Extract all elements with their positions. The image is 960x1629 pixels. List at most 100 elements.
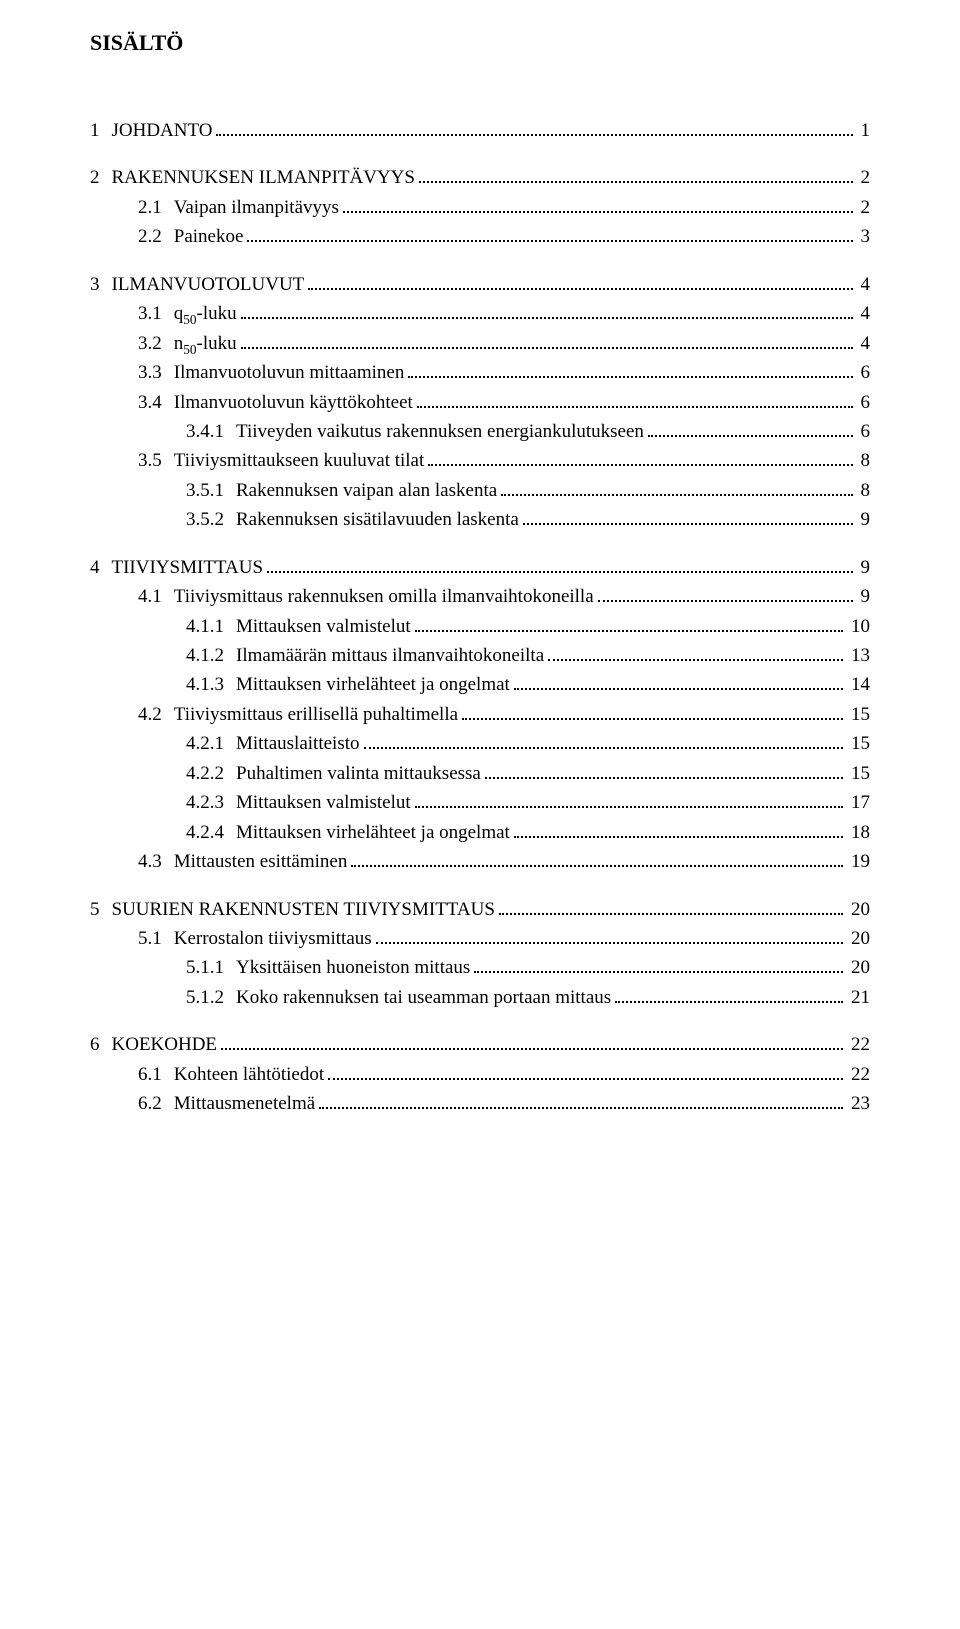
toc-entry: 5.1.1Yksittäisen huoneiston mittaus20 (186, 953, 870, 982)
toc-entry: 3ILMANVUOTOLUVUT4 (90, 270, 870, 299)
toc-entry-page: 15 (847, 700, 870, 729)
toc-leader (221, 1034, 843, 1050)
toc-entry-page: 21 (847, 983, 870, 1012)
toc-entry-number: 4.1.2 (186, 641, 236, 670)
toc-entry-number: 5.1.2 (186, 983, 236, 1012)
toc-entry-label: Ilmanvuotoluvun mittaaminen (174, 358, 405, 387)
toc-entry-number: 4.2.1 (186, 729, 236, 758)
toc-leader (415, 792, 843, 808)
toc-entry-page: 6 (857, 358, 871, 387)
toc-leader (267, 556, 852, 572)
toc-entry-label: Mittausten esittäminen (174, 847, 348, 876)
toc-entry-label: q50-luku (174, 299, 237, 328)
toc-entry-number: 4.2 (138, 700, 174, 729)
toc-entry: 4.1.3Mittauksen virhelähteet ja ongelmat… (186, 670, 870, 699)
toc-entry-label: Tiiveyden vaikutus rakennuksen energiank… (236, 417, 644, 446)
document-page: SISÄLTÖ 1JOHDANTO12RAKENNUKSEN ILMANPITÄ… (0, 0, 960, 1629)
toc-entry-number: 3.5.1 (186, 476, 236, 505)
toc-entry-page: 23 (847, 1089, 870, 1118)
toc-entry-label: Rakennuksen vaipan alan laskenta (236, 476, 497, 505)
toc-entry-number: 5 (90, 895, 112, 924)
toc-leader (417, 391, 853, 407)
toc-entry: 4.2.1Mittauslaitteisto 15 (186, 729, 870, 758)
toc-entry-number: 3.3 (138, 358, 174, 387)
toc-entry-number: 4.1.3 (186, 670, 236, 699)
toc-entry-page: 2 (857, 193, 871, 222)
toc-entry-number: 3.4.1 (186, 417, 236, 446)
toc-entry-page: 8 (857, 446, 871, 475)
toc-entry-page: 19 (847, 847, 870, 876)
toc-entry-label: Puhaltimen valinta mittauksessa (236, 759, 481, 788)
toc-entry-page: 1 (857, 116, 871, 145)
toc-leader (408, 362, 852, 378)
toc-entry: 4.1.2Ilmamäärän mittaus ilmanvaihtokonei… (186, 641, 870, 670)
toc-entry-label: Kohteen lähtötiedot (174, 1060, 324, 1089)
toc-entry-page: 17 (847, 788, 870, 817)
toc-entry-number: 4.2.3 (186, 788, 236, 817)
toc-leader (648, 421, 853, 437)
toc-entry-page: 4 (857, 329, 871, 358)
toc-leader (615, 987, 843, 1003)
toc-entry-number: 3 (90, 270, 112, 299)
toc-entry: 2.2Painekoe3 (138, 222, 870, 251)
toc-entry: 5.1Kerrostalon tiiviysmittaus20 (138, 924, 870, 953)
toc-entry-page: 20 (847, 953, 870, 982)
toc-entry-page: 18 (847, 818, 870, 847)
toc-entry-label: Mittauslaitteisto (236, 729, 360, 758)
toc-leader (514, 674, 843, 690)
toc-leader (428, 450, 852, 466)
toc-entry-label: Mittauksen virhelähteet ja ongelmat (236, 818, 510, 847)
toc-leader (462, 704, 843, 720)
toc-entry-number: 1 (90, 116, 112, 145)
toc-leader (308, 274, 852, 290)
toc-entry-number: 4.2.4 (186, 818, 236, 847)
toc-entry-number: 6 (90, 1030, 112, 1059)
toc-entry: 4.2Tiiviysmittaus erillisellä puhaltimel… (138, 700, 870, 729)
toc-entry-label: Kerrostalon tiiviysmittaus (174, 924, 372, 953)
toc-entry-number: 4 (90, 553, 112, 582)
toc-entry: 3.5Tiiviysmittaukseen kuuluvat tilat8 (138, 446, 870, 475)
toc-leader (514, 821, 843, 837)
toc-entry: 3.5.2Rakennuksen sisätilavuuden laskenta… (186, 505, 870, 534)
toc-entry-label: Mittauksen virhelähteet ja ongelmat (236, 670, 510, 699)
toc-entry: 4TIIVIYSMITTAUS9 (90, 553, 870, 582)
toc-entry-page: 6 (857, 388, 871, 417)
toc-entry-page: 22 (847, 1060, 870, 1089)
toc-entry: 6.2Mittausmenetelmä23 (138, 1089, 870, 1118)
toc-entry-number: 4.1 (138, 582, 174, 611)
toc-leader (485, 763, 843, 779)
toc-leader (415, 615, 843, 631)
toc-entry-number: 3.1 (138, 299, 174, 328)
toc-entry-number: 5.1 (138, 924, 174, 953)
toc-entry: 3.2n50-luku4 (138, 329, 870, 358)
toc-entry: 5.1.2Koko rakennuksen tai useamman porta… (186, 983, 870, 1012)
toc-entry-page: 15 (847, 729, 870, 758)
toc-entry-number: 3.5.2 (186, 505, 236, 534)
toc-leader (351, 851, 843, 867)
toc-leader (216, 120, 852, 136)
toc-entry-label: Rakennuksen sisätilavuuden laskenta (236, 505, 519, 534)
toc-entry: 2.1Vaipan ilmanpitävyys2 (138, 193, 870, 222)
toc-entry-number: 4.3 (138, 847, 174, 876)
toc-entry-label: RAKENNUKSEN ILMANPITÄVYYS (112, 163, 415, 192)
toc-entry: 4.2.3Mittauksen valmistelut17 (186, 788, 870, 817)
toc-entry-label: Vaipan ilmanpitävyys (174, 193, 339, 222)
toc-leader (548, 645, 843, 661)
toc-leader (241, 332, 853, 348)
toc-entry: 5SUURIEN RAKENNUSTEN TIIVIYSMITTAUS20 (90, 895, 870, 924)
toc-entry-page: 4 (857, 270, 871, 299)
toc-entry: 4.1Tiiviysmittaus rakennuksen omilla ilm… (138, 582, 870, 611)
toc-leader (501, 480, 852, 496)
toc-entry: 3.4Ilmanvuotoluvun käyttökohteet6 (138, 388, 870, 417)
toc-leader (499, 898, 843, 914)
toc-leader (376, 928, 843, 944)
toc-entry: 6.1Kohteen lähtötiedot22 (138, 1060, 870, 1089)
toc-entry: 2RAKENNUKSEN ILMANPITÄVYYS2 (90, 163, 870, 192)
toc-entry: 4.2.2Puhaltimen valinta mittauksessa15 (186, 759, 870, 788)
toc-entry-number: 4.2.2 (186, 759, 236, 788)
toc-entry-label: n50-luku (174, 329, 237, 358)
toc-entry-label: TIIVIYSMITTAUS (112, 553, 264, 582)
toc-entry-label: Tiiviysmittaus erillisellä puhaltimella (174, 700, 458, 729)
toc-entry-label: Painekoe (174, 222, 244, 251)
toc-entry-page: 4 (857, 299, 871, 328)
